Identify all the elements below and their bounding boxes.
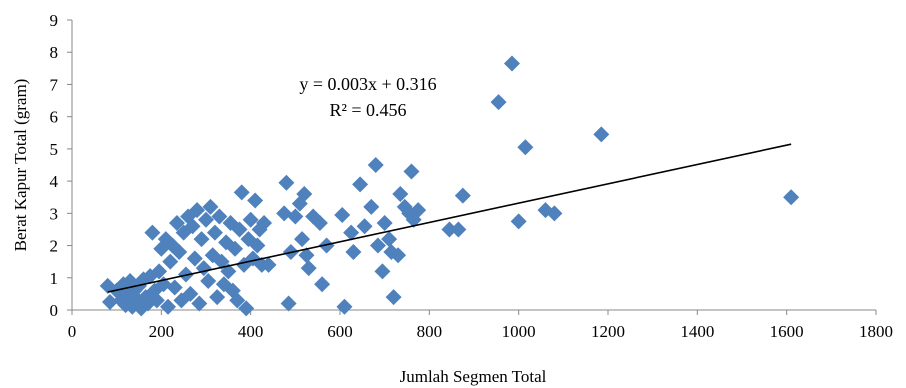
data-point bbox=[231, 221, 248, 238]
trendline-equation: y = 0.003x + 0.316 bbox=[299, 74, 436, 94]
data-point bbox=[182, 285, 199, 302]
data-point bbox=[168, 215, 185, 231]
data-point bbox=[229, 292, 246, 309]
data-point bbox=[184, 218, 201, 235]
data-point bbox=[356, 218, 373, 235]
y-tick-label: 4 bbox=[50, 172, 59, 191]
data-point bbox=[213, 253, 230, 270]
data-point bbox=[336, 298, 353, 315]
data-point bbox=[247, 192, 264, 209]
x-tick-label: 1200 bbox=[591, 322, 625, 341]
data-point bbox=[298, 247, 315, 264]
x-tick-label: 1800 bbox=[859, 322, 893, 341]
y-tick-label: 6 bbox=[50, 108, 59, 127]
data-point bbox=[343, 224, 360, 241]
data-point bbox=[385, 289, 402, 306]
data-point bbox=[314, 276, 331, 293]
data-point bbox=[300, 260, 317, 277]
data-point bbox=[287, 208, 304, 225]
data-point bbox=[166, 279, 183, 296]
x-tick-label: 600 bbox=[327, 322, 353, 341]
data-point bbox=[454, 187, 471, 204]
data-point bbox=[367, 157, 384, 173]
x-tick-label: 1000 bbox=[502, 322, 536, 341]
data-point bbox=[189, 202, 206, 219]
x-axis-title: Jumlah Segmen Total bbox=[400, 367, 547, 386]
data-point bbox=[162, 253, 179, 270]
data-point bbox=[311, 215, 328, 231]
data-point bbox=[151, 263, 168, 280]
x-tick-label: 0 bbox=[68, 322, 77, 341]
data-point bbox=[294, 231, 311, 248]
data-point bbox=[227, 240, 244, 257]
data-point bbox=[318, 237, 335, 254]
y-tick-label: 9 bbox=[50, 11, 59, 30]
data-point bbox=[209, 289, 226, 306]
data-point bbox=[369, 237, 386, 254]
x-tick-label: 1600 bbox=[770, 322, 804, 341]
data-point bbox=[206, 224, 223, 241]
data-point bbox=[238, 300, 255, 317]
data-point bbox=[381, 231, 398, 248]
data-point bbox=[503, 55, 520, 72]
trendline bbox=[107, 143, 792, 293]
data-point bbox=[242, 211, 259, 228]
data-point bbox=[490, 94, 507, 111]
x-tick-label: 800 bbox=[417, 322, 443, 341]
data-point bbox=[211, 208, 228, 225]
y-tick-label: 7 bbox=[50, 75, 59, 94]
data-point bbox=[376, 215, 393, 231]
data-point bbox=[390, 247, 407, 264]
data-point bbox=[363, 198, 380, 215]
data-point bbox=[410, 202, 427, 219]
data-point bbox=[345, 244, 362, 260]
data-point bbox=[117, 297, 134, 314]
data-point bbox=[171, 244, 188, 260]
data-point bbox=[278, 174, 295, 191]
data-point bbox=[101, 293, 118, 310]
trendline-r-squared: R² = 0.456 bbox=[329, 100, 406, 120]
data-point bbox=[249, 237, 266, 254]
y-tick-label: 3 bbox=[50, 204, 59, 223]
data-point bbox=[374, 263, 391, 280]
data-point bbox=[392, 186, 409, 202]
y-axis-title: Berat Kapur Total (gram) bbox=[11, 79, 30, 252]
y-tick-label: 1 bbox=[50, 269, 59, 288]
data-point bbox=[160, 298, 177, 315]
data-point bbox=[441, 221, 458, 238]
data-points bbox=[99, 55, 800, 317]
data-point bbox=[186, 250, 203, 267]
y-tick-label: 0 bbox=[50, 301, 59, 320]
data-point bbox=[280, 295, 297, 312]
data-point bbox=[193, 231, 210, 248]
data-point bbox=[517, 139, 534, 156]
y-tick-label: 8 bbox=[50, 43, 59, 62]
data-point bbox=[191, 295, 208, 312]
x-tick-label: 1400 bbox=[680, 322, 714, 341]
data-point bbox=[450, 221, 467, 238]
data-point bbox=[296, 186, 313, 202]
data-point bbox=[593, 126, 610, 143]
data-point bbox=[510, 213, 527, 230]
data-point bbox=[148, 292, 165, 309]
data-point bbox=[256, 215, 273, 231]
data-point bbox=[198, 211, 214, 228]
y-tick-label: 2 bbox=[50, 237, 59, 256]
y-tick-label: 5 bbox=[50, 140, 59, 159]
data-point bbox=[334, 206, 351, 223]
x-tick-label: 200 bbox=[149, 322, 175, 341]
data-point bbox=[783, 189, 800, 206]
x-axis-ticks: 0 200 400 600 800 1000 1200 1400 1600 1800 bbox=[68, 310, 893, 341]
data-point bbox=[144, 224, 161, 241]
x-tick-label: 400 bbox=[238, 322, 264, 341]
data-point bbox=[202, 198, 219, 215]
data-point bbox=[403, 163, 420, 180]
y-axis-ticks: 0 1 2 3 4 5 6 7 8 9 bbox=[50, 11, 72, 320]
data-point bbox=[233, 184, 250, 201]
data-point bbox=[260, 256, 277, 273]
data-point bbox=[200, 273, 217, 289]
data-point bbox=[546, 205, 563, 222]
data-point bbox=[352, 176, 369, 193]
